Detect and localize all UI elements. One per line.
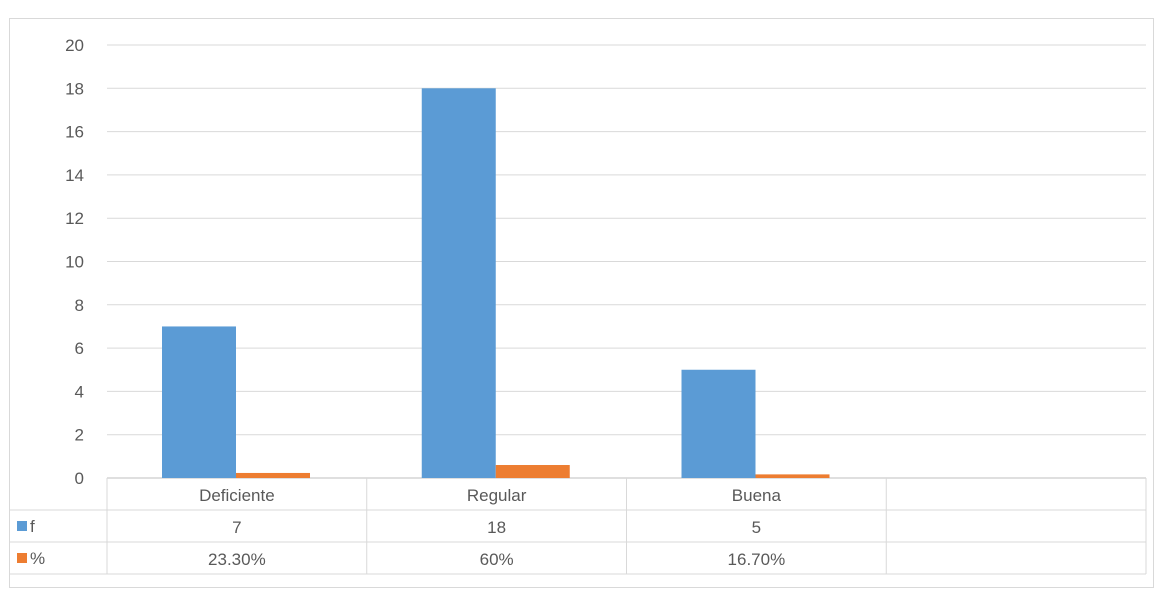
bar-pct-deficiente [236,472,310,478]
y-tick-label: 2 [75,426,84,445]
y-tick-label: 20 [65,36,84,55]
bar-f-regular [421,88,496,479]
table-value: 16.70% [728,550,786,569]
y-tick-label: 6 [75,339,84,358]
y-tick-label: 14 [65,166,84,185]
y-tick-label: 0 [75,469,84,488]
category-label: Regular [467,486,527,505]
y-tick-label: 12 [65,209,84,228]
category-label: Deficiente [199,486,275,505]
y-tick-label: 16 [65,123,84,142]
legend-key [17,553,27,563]
table-value: 7 [232,518,241,537]
table-value: 23.30% [208,550,266,569]
bar-f-buena [681,369,756,478]
bar-pct-regular [495,465,570,478]
legend-series-name: f [30,517,35,536]
legend-series-name: % [30,549,45,568]
bar-pct-buena [755,474,830,478]
y-tick-label: 10 [65,253,84,272]
y-tick-label: 8 [75,296,84,315]
table-value: 60% [480,550,514,569]
table-value: 5 [752,518,761,537]
table-value: 18 [487,518,506,537]
y-tick-label: 4 [75,382,84,401]
chart-frame [9,18,1154,588]
y-tick-label: 18 [65,79,84,98]
bar-f-deficiente [162,326,236,478]
category-label: Buena [732,486,782,505]
legend-key [17,521,27,531]
